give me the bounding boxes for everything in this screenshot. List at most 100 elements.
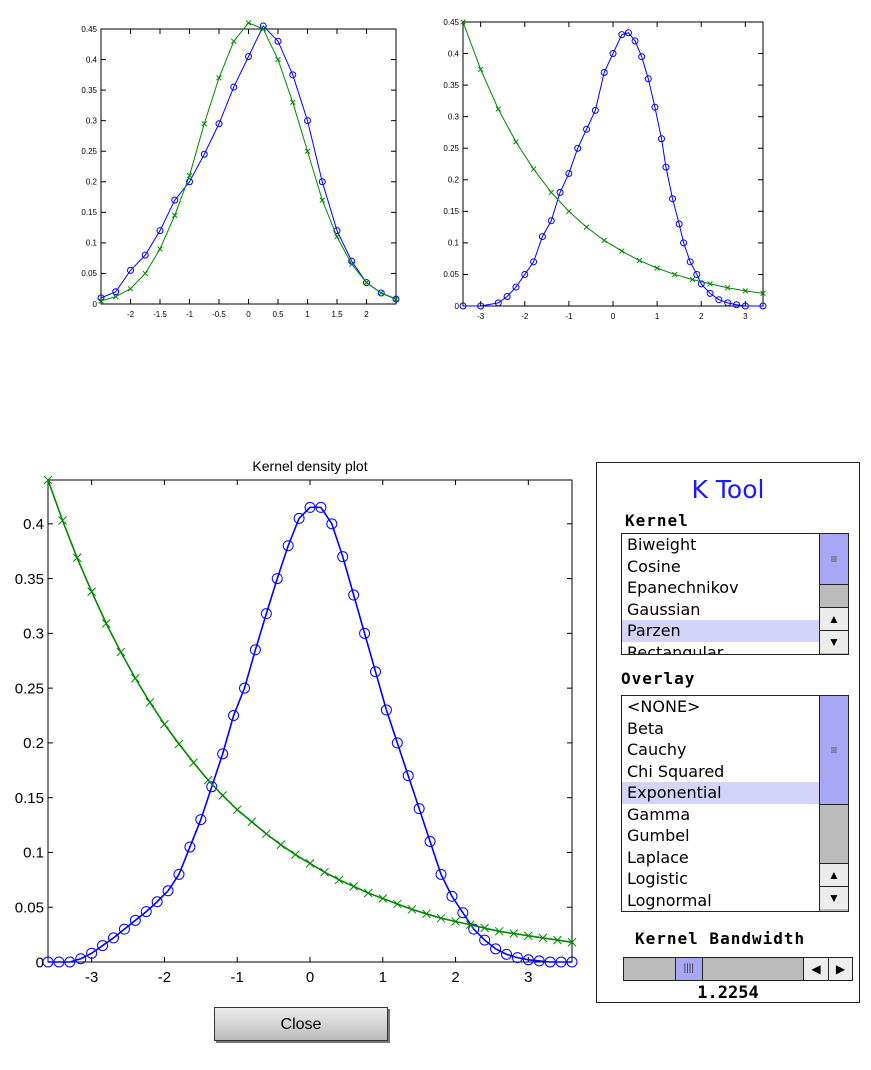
- data-point-overlay: [43, 475, 53, 485]
- data-point-kernel: [53, 956, 65, 968]
- data-point-kernel: [693, 270, 701, 278]
- list-item[interactable]: Logistic: [627, 869, 688, 888]
- data-point-overlay: [320, 867, 329, 877]
- data-point-overlay: [689, 276, 696, 283]
- data-point-kernel: [511, 952, 523, 964]
- y-tick-label: 0.25: [443, 144, 459, 153]
- data-point-overlay: [232, 805, 242, 815]
- kernel-scroll-thumb[interactable]: ≡: [820, 534, 848, 585]
- list-item[interactable]: Cosine: [627, 556, 681, 576]
- data-point-kernel: [112, 288, 120, 296]
- list-item[interactable]: Lognormal: [627, 890, 712, 910]
- list-item[interactable]: Gamma: [627, 804, 691, 824]
- data-point-kernel: [200, 150, 208, 158]
- bandwidth-slider-thumb[interactable]: ||||: [674, 958, 703, 980]
- list-item[interactable]: Laplace: [627, 847, 689, 867]
- data-point-overlay: [477, 66, 484, 73]
- data-point-kernel: [249, 644, 261, 656]
- data-point-kernel: [675, 220, 683, 228]
- overlay-listbox[interactable]: <NONE> Beta Cauchy Chi Squared Exponential Ga…: [621, 695, 849, 912]
- data-point-overlay: [348, 261, 355, 268]
- data-point-kernel: [318, 178, 326, 186]
- y-tick-label: 0.45: [81, 25, 97, 34]
- data-point-overlay: [304, 148, 311, 154]
- y-tick-label: 0: [455, 302, 460, 311]
- bandwidth-slider[interactable]: |||| ◀ ▶: [623, 957, 853, 981]
- y-tick-label: 0.3: [448, 112, 460, 121]
- scroll-up-icon[interactable]: ▲: [820, 607, 848, 630]
- data-point-kernel: [658, 135, 666, 143]
- close-button[interactable]: Close: [214, 1007, 388, 1041]
- axes-box: [100, 28, 397, 305]
- list-item[interactable]: Gumbel: [627, 826, 690, 845]
- y-tick-label: 0.1: [86, 239, 98, 248]
- list-item[interactable]: Chi Squared: [627, 761, 725, 781]
- data-point-overlay: [654, 265, 660, 271]
- list-item[interactable]: Parzen: [622, 620, 819, 642]
- list-item[interactable]: Exponential: [622, 782, 819, 804]
- data-point-kernel: [129, 914, 141, 926]
- data-point-kernel: [392, 295, 400, 303]
- kernel-density-plot: 0 0.05 0.1 0.15 0.2 0.25 0.3 0.35 0.4 -3 -2 -1 0 1 2 3 K…: [15, 458, 578, 986]
- data-point-kernel: [326, 518, 338, 530]
- y-tick-label: 0.15: [15, 790, 44, 807]
- data-point-kernel: [245, 53, 252, 60]
- data-point-kernel: [293, 512, 305, 524]
- data-point-overlay: [145, 698, 155, 707]
- data-point-kernel: [228, 710, 240, 722]
- list-item[interactable]: Epanechnikov: [627, 578, 739, 597]
- list-item[interactable]: Beta: [627, 718, 664, 738]
- data-point-kernel: [591, 106, 599, 114]
- data-point-kernel: [271, 573, 283, 585]
- kernel-scrollbar[interactable]: ≡ ▲ ▼: [819, 534, 848, 654]
- data-point-kernel: [618, 31, 626, 39]
- y-tick-label: 0.25: [15, 680, 44, 697]
- scroll-down-icon[interactable]: ▼: [820, 886, 848, 909]
- kernel-listbox[interactable]: Biweight Cosine Epanechnikov Gaussian Parzen…: [621, 533, 849, 655]
- data-point-overlay: [465, 920, 475, 930]
- data-point-overlay: [363, 888, 373, 898]
- x-tick-label: 0: [611, 312, 616, 321]
- data-point-kernel: [304, 117, 311, 125]
- data-point-kernel: [162, 885, 174, 897]
- bandwidth-value: 1.2254: [697, 983, 759, 1003]
- y-tick-label: 0.3: [86, 116, 98, 125]
- data-point-kernel: [230, 83, 238, 91]
- data-point-kernel: [555, 956, 567, 968]
- list-item[interactable]: Rectangular: [627, 642, 724, 655]
- data-point-overlay: [636, 257, 643, 264]
- overlay-scrollbar[interactable]: ≡ ▲ ▼: [819, 696, 848, 911]
- data-point-kernel: [715, 296, 723, 304]
- data-point-kernel: [446, 890, 458, 902]
- overlay-scroll-thumb[interactable]: ≡: [820, 696, 848, 805]
- data-point-kernel: [547, 217, 555, 225]
- y-tick-label: 0.4: [448, 49, 460, 58]
- scroll-down-icon[interactable]: ▼: [820, 630, 848, 653]
- list-item[interactable]: <NONE>: [627, 697, 701, 716]
- y-tick-label: 0.05: [443, 270, 459, 279]
- y-tick-label: 0.4: [86, 55, 98, 64]
- scroll-up-icon[interactable]: ▲: [820, 863, 848, 886]
- data-point-overlay: [186, 172, 193, 179]
- data-point-kernel: [289, 71, 297, 79]
- list-item[interactable]: Gaussian: [627, 599, 701, 619]
- data-point-kernel: [42, 956, 54, 968]
- slider-left-arrow-icon[interactable]: ◀: [803, 958, 828, 980]
- data-point-kernel: [75, 953, 87, 965]
- data-point-overlay: [583, 224, 590, 230]
- data-point-overlay: [101, 619, 111, 628]
- data-point-kernel: [565, 169, 573, 177]
- y-tick-label: 0.35: [81, 86, 97, 95]
- data-point-kernel: [538, 233, 546, 241]
- y-tick-label: 0.15: [81, 208, 97, 217]
- list-item[interactable]: Cauchy: [627, 740, 687, 759]
- list-item[interactable]: Biweight: [627, 535, 697, 554]
- y-tick-label: 0.45: [443, 18, 459, 27]
- data-point-kernel: [574, 144, 582, 152]
- data-point-kernel: [468, 923, 480, 935]
- y-tick-label: 0: [36, 954, 44, 971]
- slider-right-arrow-icon[interactable]: ▶: [828, 958, 852, 980]
- data-point-overlay: [494, 926, 504, 936]
- small-plot-left: 0 0.05 0.1 0.15 0.2 0.25 0.3 0.35 0.4 0.45 -2 -1.5 -…: [81, 20, 400, 319]
- data-point-kernel: [215, 120, 223, 128]
